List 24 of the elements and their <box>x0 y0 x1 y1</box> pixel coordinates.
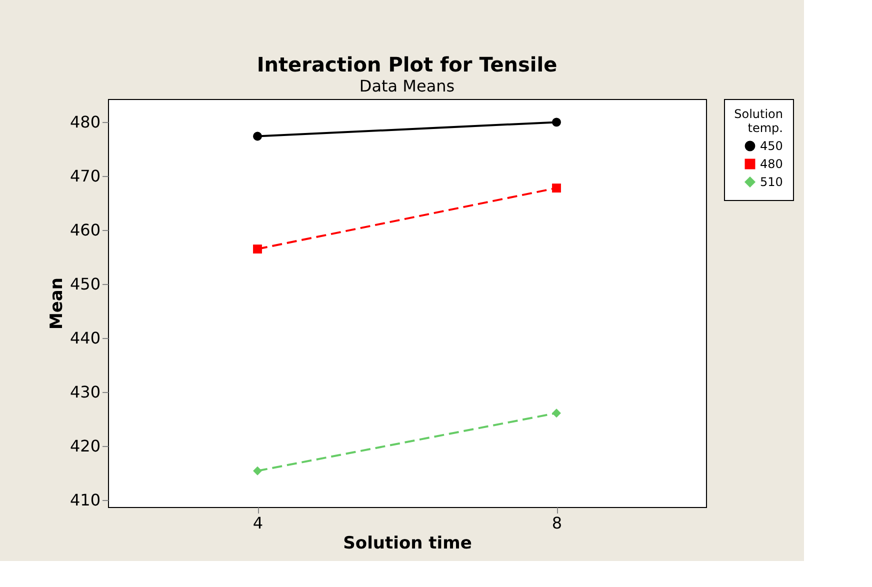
point <box>552 118 561 127</box>
point <box>253 132 262 141</box>
y-tick-label: 410 <box>70 490 100 510</box>
legend-label: 480 <box>760 157 783 171</box>
x-tick-label: 8 <box>552 514 562 532</box>
chart-subtitle: Data Means <box>359 76 455 96</box>
point <box>552 408 561 418</box>
y-tick-label: 430 <box>70 382 100 402</box>
point <box>552 184 561 193</box>
x-axis-title: Solution time <box>343 534 472 554</box>
y-tick-label: 440 <box>70 328 100 348</box>
point <box>253 244 262 254</box>
y-tick-label: 460 <box>70 220 100 240</box>
x-tick-label: 4 <box>252 514 264 532</box>
y-tick-label: 470 <box>70 166 100 186</box>
y-tick-label: 480 <box>70 112 100 132</box>
y-axis-title: Mean <box>46 277 67 330</box>
legend-label: 450 <box>760 139 783 153</box>
legend-label: 510 <box>760 175 783 189</box>
chart-title: Interaction Plot for Tensile <box>256 52 558 76</box>
legend-title: Solution temp. <box>734 107 783 135</box>
y-tick-label: 420 <box>70 436 100 456</box>
point <box>253 466 262 476</box>
y-tick-label: 450 <box>70 274 100 294</box>
